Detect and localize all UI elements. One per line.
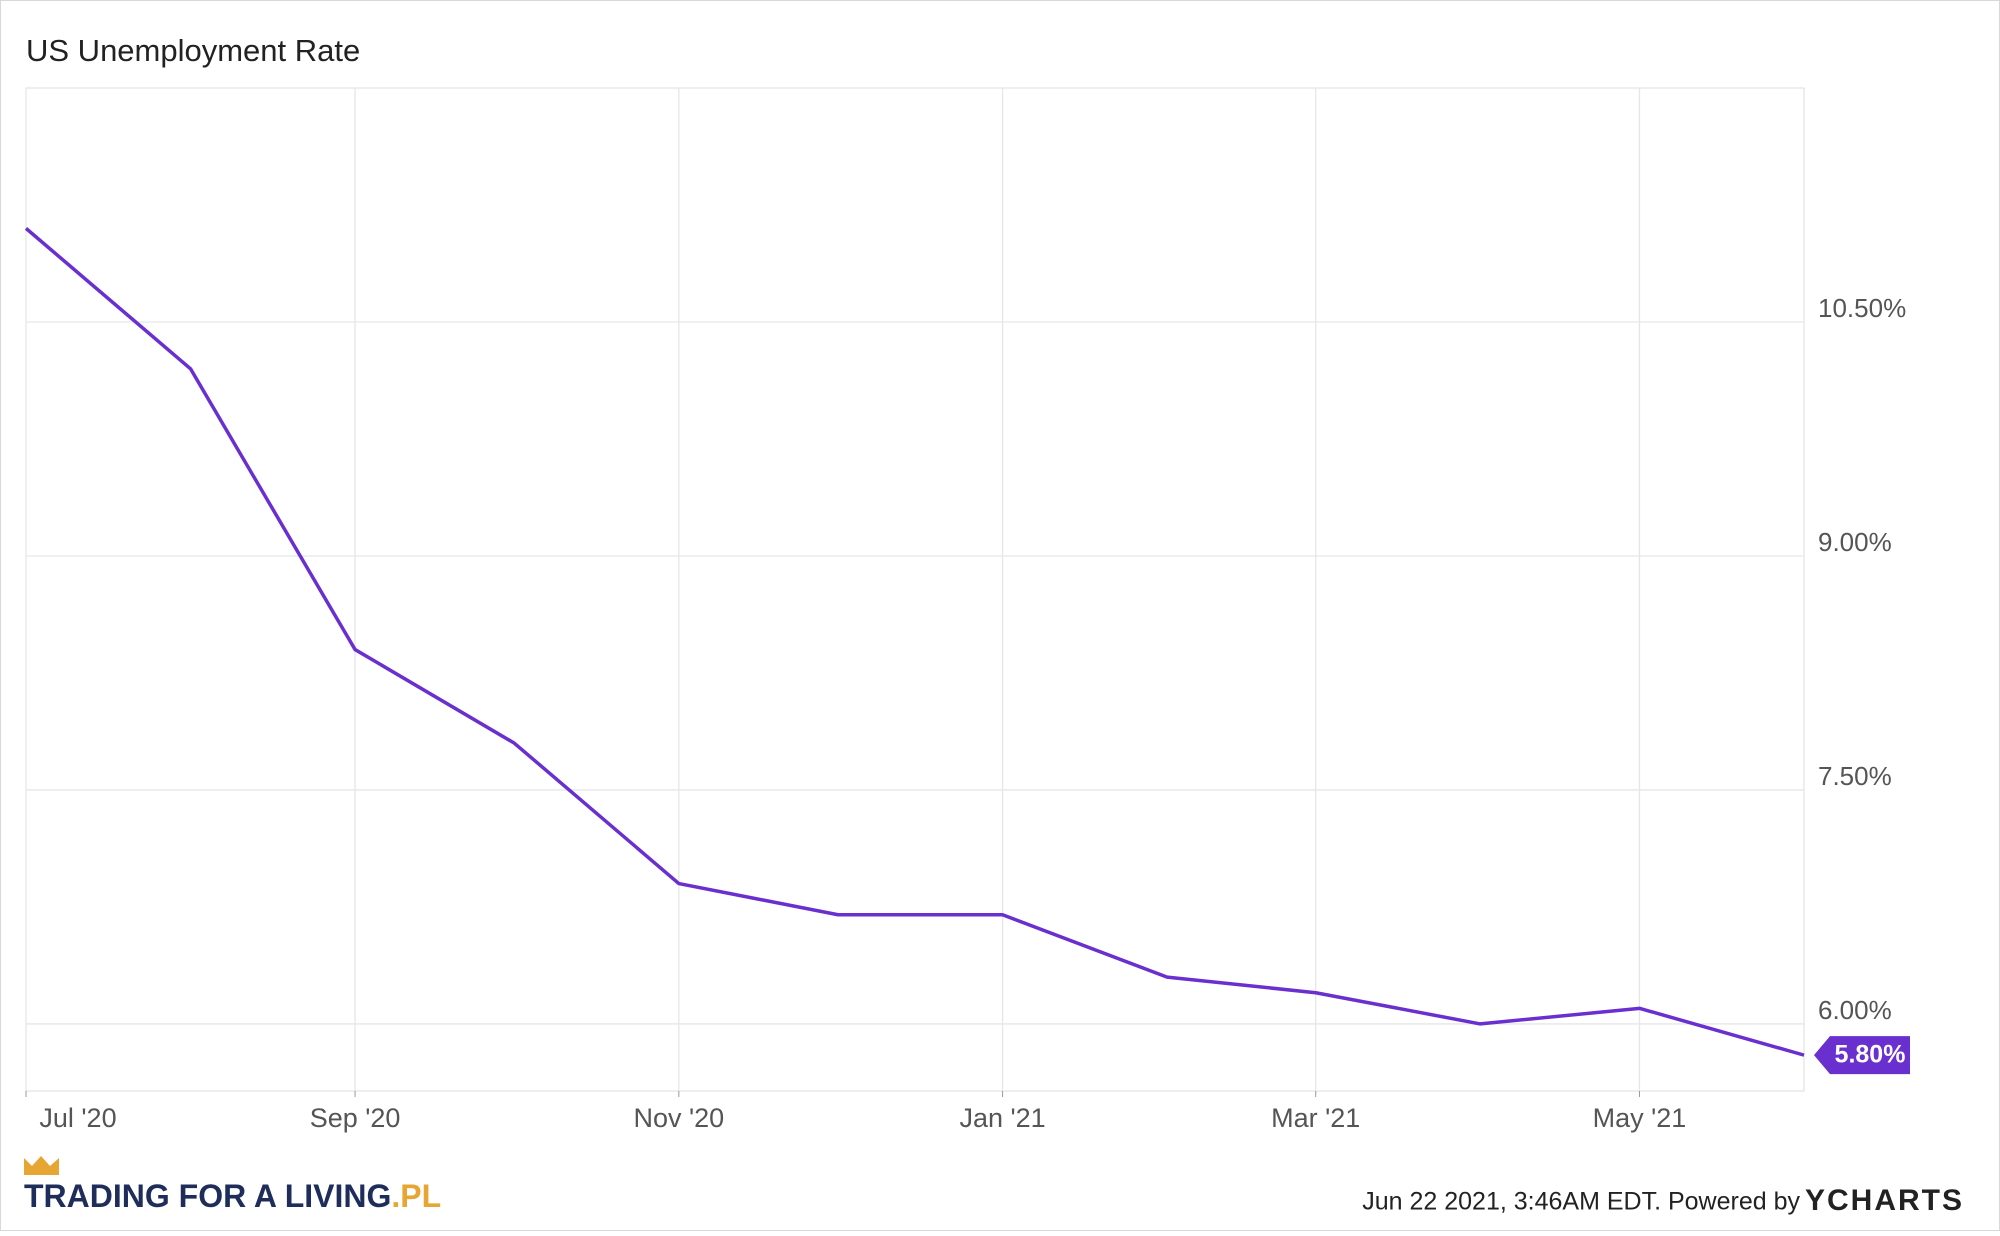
x-tick-label: Mar '21 [1271,1103,1360,1133]
y-tick-label: 10.50% [1818,293,1906,323]
x-tick-label: Nov '20 [633,1103,724,1133]
chart-title: US Unemployment Rate [26,33,360,68]
x-tick-label: Jul '20 [39,1103,116,1133]
value-label-box [1814,1036,1910,1075]
source: Jun 22 2021, 3:46AM EDT. Powered by [1362,1188,1800,1216]
y-tick-label: 9.00% [1818,527,1892,557]
y-tick-label: 7.50% [1818,761,1892,791]
branding-main: TRADING FOR A LIVING [24,1178,391,1214]
branding: TRADING FOR A LIVING.PL [24,1178,441,1214]
logo-crown [24,1156,59,1175]
x-tick-label: Sep '20 [310,1103,401,1133]
logo [24,1156,59,1175]
value-label: 5.80% [1835,1041,1906,1069]
x-tick-label: May '21 [1593,1103,1687,1133]
source-brand: YCHARTS [1805,1184,1964,1217]
y-tick-label: 6.00% [1818,995,1892,1025]
x-tick-label: Jan '21 [959,1103,1045,1133]
line [24,227,1805,1057]
branding-suffix: .PL [391,1178,441,1214]
